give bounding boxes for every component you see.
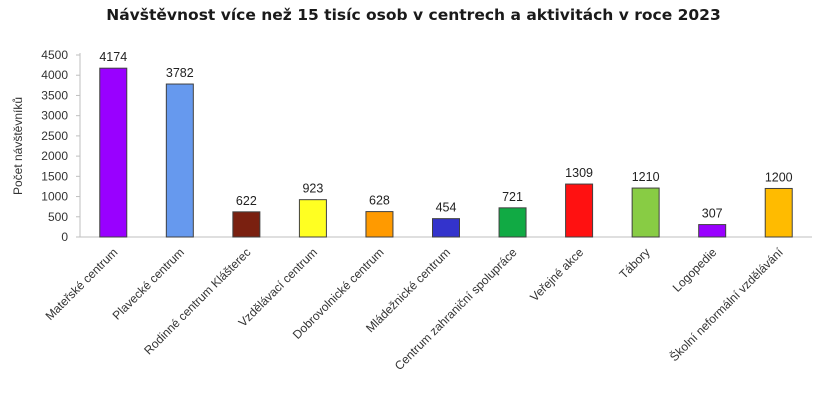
- bar: [698, 224, 727, 238]
- y-tick-label: 3500: [41, 88, 68, 102]
- chart-title: Návštěvnost více než 15 tisíc osob v cen…: [106, 6, 721, 24]
- data-label: 923: [302, 182, 323, 196]
- data-label: 4174: [99, 50, 127, 64]
- y-tick-label: 4500: [41, 48, 68, 62]
- y-tick-label: 4000: [41, 68, 68, 82]
- bar: [99, 67, 128, 238]
- bar: [432, 218, 460, 238]
- y-tick-label: 2500: [41, 129, 68, 143]
- y-axis: 0 500 1000 1500 2000 2500 3000 3500 4000 4500: [41, 48, 812, 244]
- bar: [764, 187, 793, 238]
- data-label: 307: [702, 207, 723, 221]
- y-tick-label: 1000: [41, 190, 68, 204]
- bar: [631, 187, 660, 238]
- bar: [298, 199, 327, 238]
- category-label: Plavecké centrum: [110, 245, 187, 322]
- bar: [232, 211, 261, 238]
- bar: [565, 183, 594, 238]
- data-labels: 4174 3782 622 923 628 454 721 1309 1210 307 1200: [99, 50, 792, 220]
- category-label: Logopedie: [670, 245, 720, 295]
- category-label: Tábory: [616, 245, 652, 281]
- category-label: Centrum zahraniční spolupráce: [392, 245, 520, 373]
- data-label: 1200: [765, 170, 793, 184]
- category-label: Veřejné akce: [527, 245, 586, 304]
- bar: [498, 207, 527, 238]
- category-label: Školní neformální vzdělávání: [666, 244, 786, 364]
- data-label: 3782: [166, 66, 194, 80]
- bars: [99, 67, 793, 238]
- data-label: 1309: [565, 166, 593, 180]
- category-label: Mateřské centrum: [43, 245, 121, 323]
- y-tick-label: 1500: [41, 169, 68, 183]
- y-tick-label: 2000: [41, 149, 68, 163]
- data-label: 1210: [632, 170, 660, 184]
- category-label: Rodinné centrum Klášterec: [141, 245, 253, 357]
- y-tick-label: 3000: [41, 109, 68, 123]
- y-tick-label: 0: [61, 230, 68, 244]
- bar: [365, 211, 394, 238]
- data-label: 454: [436, 201, 457, 215]
- data-label: 628: [369, 194, 390, 208]
- y-tick-label: 500: [48, 210, 68, 224]
- bar: [165, 83, 194, 238]
- data-label: 622: [236, 194, 257, 208]
- data-label: 721: [502, 190, 523, 204]
- y-axis-label: Počet návštěvníků: [11, 97, 25, 195]
